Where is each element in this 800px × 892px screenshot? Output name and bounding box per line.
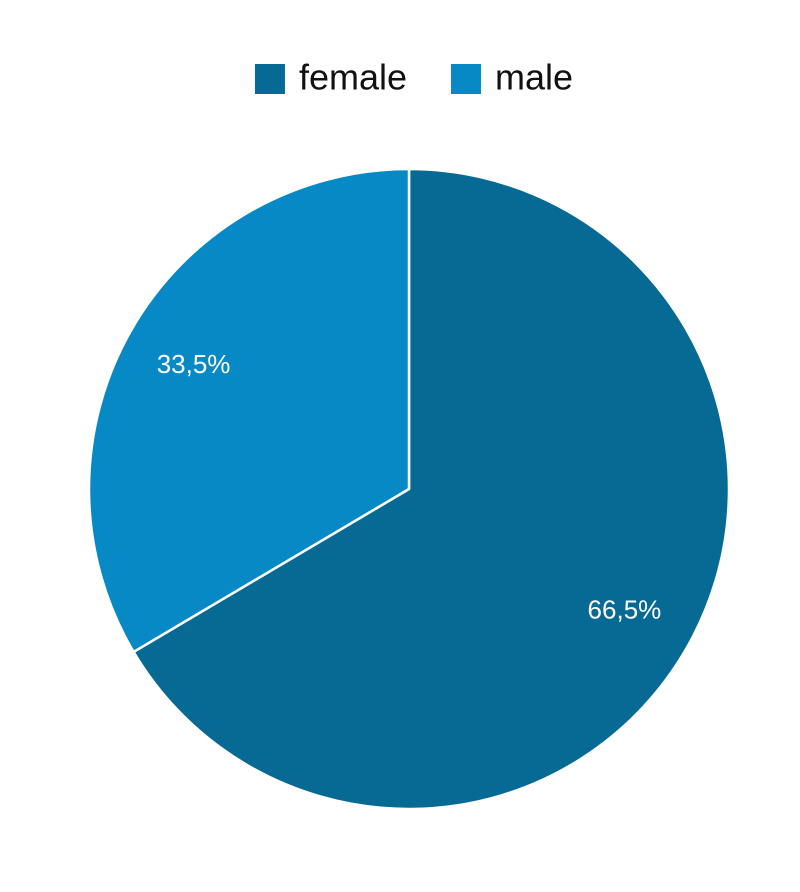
legend: female male xyxy=(254,57,573,98)
legend-label: male xyxy=(495,57,573,98)
slice-label: 66,5% xyxy=(588,595,662,625)
legend-swatch xyxy=(254,64,285,94)
slice-label: 33,5% xyxy=(157,349,231,379)
legend-swatch xyxy=(451,64,482,94)
pie-slice xyxy=(132,167,731,811)
pie-slice xyxy=(87,167,411,654)
legend-label: female xyxy=(299,57,407,98)
